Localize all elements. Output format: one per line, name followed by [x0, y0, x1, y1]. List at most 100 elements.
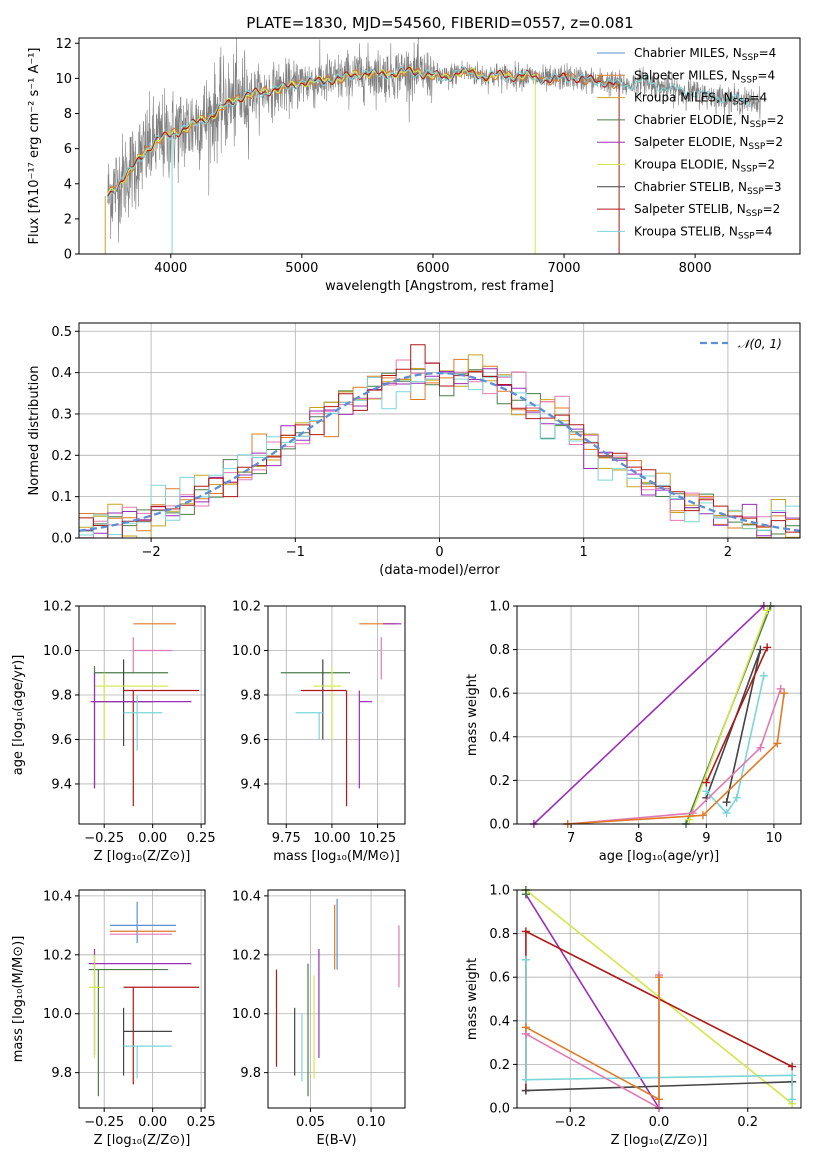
y-tick-label: 9.8 [240, 1066, 261, 1081]
y-axis-label: mass weight [465, 674, 480, 756]
x-tick-label: 0.05 [296, 1115, 325, 1130]
legend-sub: SSP [748, 142, 765, 152]
y-tick-label: 0.8 [489, 643, 510, 658]
model-spectrum-line [107, 66, 619, 197]
weight-point-marker [521, 890, 530, 899]
x-tick-label: 9.75 [272, 831, 301, 846]
x-tick-label: 0.10 [357, 1115, 386, 1130]
x-tick-label: 2 [724, 545, 732, 560]
y-tick-label: 10.2 [232, 600, 261, 615]
y-tick-label: 0.3 [51, 407, 72, 422]
legend-label: Kroupa STELIB, NSSP=4 [634, 224, 772, 241]
legend-text: Kroupa ELODIE, N [634, 158, 741, 172]
weight-point-marker [756, 743, 765, 752]
legend-sub: SSP [733, 98, 750, 108]
legend-label: Chabrier MILES, NSSP=4 [634, 46, 776, 63]
y-tick-label: 0.2 [489, 774, 510, 789]
weight-point-marker [521, 1075, 530, 1084]
x-axis-label: (data-model)/error [379, 563, 500, 578]
legend-label: Salpeter ELODIE, NSSP=2 [634, 135, 783, 152]
y-tick-label: 0.1 [51, 490, 72, 505]
weight-point-marker [780, 689, 789, 698]
x-axis-label: age [log₁₀(age/yr)] [599, 849, 720, 864]
y-tick-label: 0.6 [489, 971, 510, 986]
y-tick-label: 0.2 [51, 449, 72, 464]
weight-point-marker [773, 739, 782, 748]
x-tick-label: 0.00 [138, 1115, 167, 1130]
legend-text: Kroupa STELIB, N [634, 224, 738, 238]
weight-series-line [567, 688, 782, 824]
weight-point-marker [776, 684, 785, 693]
y-tick-label: 9.4 [240, 777, 261, 792]
weight-point-marker [763, 643, 772, 652]
weight-point-marker [521, 1023, 530, 1032]
legend-label: Chabrier STELIB, NSSP=3 [634, 180, 782, 197]
x-tick-label: 10 [766, 831, 783, 846]
x-axis-label: Z [log₁₀(Z/Z⊙)] [94, 1133, 191, 1148]
y-tick-label: 9.8 [240, 688, 261, 703]
y-axis-label: mass [log₁₀(M/M⊙)] [11, 936, 26, 1063]
legend-tail: =3 [764, 180, 782, 194]
axes-frame [516, 605, 802, 825]
weight-point-marker [763, 606, 772, 615]
spectrum-panel: 4000 5000 6000 7000 8000 0 2 4 6 8 10 12 wavelength … [27, 37, 801, 294]
legend-text: Salpeter ELODIE, N [634, 135, 748, 149]
legend-tail: =2 [757, 158, 775, 172]
weight-point-marker [655, 973, 663, 982]
y-tick-label: 10.4 [232, 889, 261, 904]
x-tick-label: 0 [435, 545, 443, 560]
y-tick-label: 10.0 [43, 644, 72, 659]
x-tick-label: 10.25 [359, 831, 396, 846]
figure-title: PLATE=1830, MJD=54560, FIBERID=0557, z=0… [246, 14, 633, 32]
histogram-step-line [79, 344, 800, 538]
x-tick-label: −2 [142, 545, 161, 560]
y-tick-label: 6 [64, 142, 72, 157]
weight-series-line [705, 647, 768, 783]
weight-vs-age-panel: 7 8 9 10 0.0 0.2 0.4 0.6 0.8 1.0 age [log₁₀(age/yr… [465, 600, 802, 864]
axes-frame [267, 889, 406, 1109]
legend-label: Salpeter MILES, NSSP=4 [634, 68, 775, 85]
y-tick-label: 12 [55, 37, 72, 52]
weight-point-marker [756, 645, 765, 654]
legend-tail: =2 [763, 202, 781, 216]
y-tick-label: 10.2 [43, 948, 72, 963]
x-tick-label: 1 [580, 545, 588, 560]
weight-series-line [525, 893, 660, 1108]
x-tick-label: 8 [635, 831, 643, 846]
x-axis-label: Z [log₁₀(Z/Z⊙)] [94, 849, 191, 864]
legend-label: 𝒩(0, 1) [738, 337, 782, 351]
legend-text: Chabrier ELODIE, N [634, 113, 750, 127]
y-tick-label: 10.0 [232, 1007, 261, 1022]
legend-tail: =2 [766, 113, 784, 127]
histogram-step-line [79, 368, 800, 535]
legend-tail: =2 [765, 135, 783, 149]
x-axis-label: E(B-V) [316, 1133, 356, 1148]
y-tick-label: 10.4 [43, 889, 72, 904]
x-axis-label: mass [log₁₀(M/M⊙)] [273, 849, 400, 864]
legend-sub: SSP [741, 75, 758, 85]
y-tick-label: 1.0 [489, 600, 510, 615]
x-tick-label: 7000 [547, 261, 580, 276]
axes-frame [267, 605, 406, 825]
weight-point-marker [759, 671, 768, 680]
legend-label: Salpeter STELIB, NSSP=2 [634, 202, 780, 219]
axes-frame [78, 889, 206, 1109]
x-tick-label: 0.25 [187, 1115, 216, 1130]
y-tick-label: 10.2 [43, 600, 72, 615]
y-tick-label: 2 [64, 212, 72, 227]
y-tick-label: 9.4 [51, 777, 72, 792]
legend-sub: SSP [742, 53, 759, 63]
weight-series-line [567, 693, 785, 824]
y-tick-label: 0.4 [51, 366, 72, 381]
weight-vs-metallicity-panel: −0.2 0.0 0.2 0.0 0.2 0.4 0.6 0.8 1.0 Z [log₁₀(Z/Z… [465, 884, 802, 1148]
x-tick-label: 0.2 [737, 1115, 758, 1130]
axes-frame [78, 605, 206, 825]
y-tick-label: 1.0 [489, 884, 510, 899]
legend-tail: =4 [750, 91, 768, 105]
x-tick-label: 0.00 [138, 831, 167, 846]
y-tick-label: 10 [55, 72, 72, 87]
weight-point-marker [722, 809, 731, 818]
weight-point-marker [698, 811, 707, 820]
model-spectrum-line [107, 66, 751, 200]
x-tick-label: 8000 [679, 261, 712, 276]
